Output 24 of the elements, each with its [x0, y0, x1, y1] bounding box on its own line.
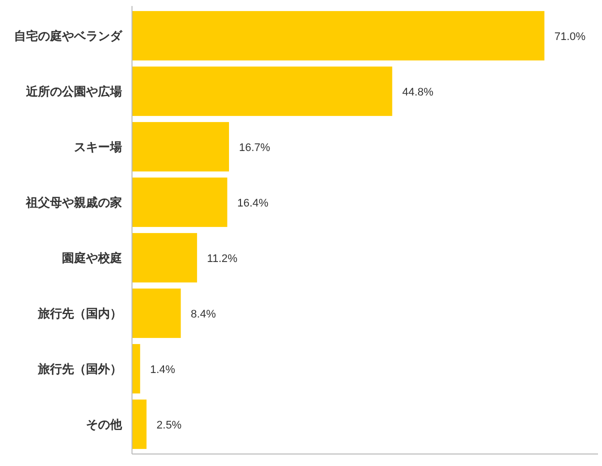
bar	[132, 66, 392, 116]
data-label: 1.4%	[150, 364, 176, 376]
y-tick-label: 旅行先（国内）	[37, 306, 122, 320]
y-tick-label: 自宅の庭やベランダ	[14, 28, 123, 43]
bar	[132, 11, 544, 60]
data-label: 44.8%	[402, 86, 434, 98]
y-tick-label: 祖父母や親戚の家	[25, 195, 122, 210]
bar	[132, 344, 140, 394]
bar	[132, 233, 198, 282]
bar	[132, 122, 229, 172]
bar	[132, 178, 228, 227]
data-label: 8.4%	[190, 308, 216, 320]
bar	[132, 288, 181, 338]
y-tick-label: 旅行先（国外）	[37, 362, 122, 376]
y-tick-label: その他	[86, 417, 123, 432]
y-tick-label: 近所の公園や広場	[25, 84, 122, 98]
y-tick-label: スキー場	[74, 140, 122, 154]
data-label: 2.5%	[156, 419, 182, 432]
data-label: 16.7%	[239, 142, 270, 154]
y-tick-label: 園庭や校庭	[62, 250, 122, 265]
data-label: 71.0%	[554, 30, 586, 43]
bar	[132, 400, 147, 449]
data-label: 16.4%	[237, 197, 269, 210]
data-label: 11.2%	[207, 252, 238, 265]
